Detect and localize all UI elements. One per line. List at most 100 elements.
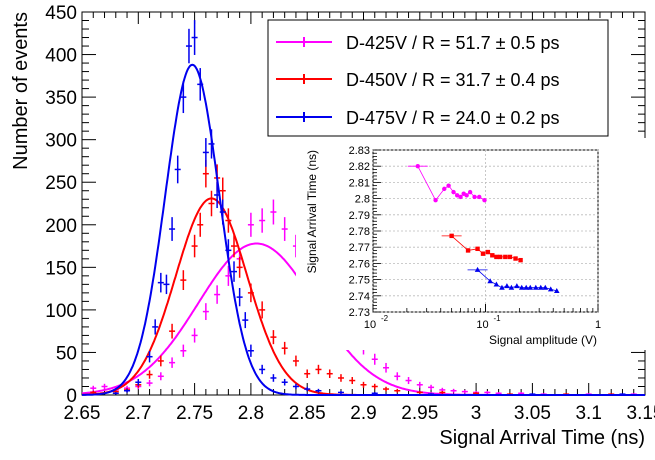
inset-marker-triangle xyxy=(508,284,515,290)
inset-marker-triangle xyxy=(499,284,505,290)
data-point-1 xyxy=(236,256,243,278)
inset-marker-circle xyxy=(451,189,456,195)
y-tick-label: 50 xyxy=(56,343,77,364)
data-point-1 xyxy=(169,323,176,339)
data-point-2 xyxy=(169,217,176,241)
data-point-2 xyxy=(202,138,209,167)
data-point-2 xyxy=(146,350,153,363)
fit-curve-2 xyxy=(82,63,645,396)
data-point-2 xyxy=(281,378,288,386)
data-point-2 xyxy=(259,364,266,375)
inset-marker-square xyxy=(497,254,503,260)
legend-label-450: D-450V / R = 31.7 ± 0.4 ps xyxy=(346,70,560,90)
data-point-2 xyxy=(219,199,226,225)
inset-marker-triangle xyxy=(504,283,510,289)
inset-marker-square xyxy=(485,249,491,255)
y-tick-label: 400 xyxy=(45,46,77,67)
data-point-0 xyxy=(180,344,187,357)
data-point-0 xyxy=(90,385,97,391)
y-tick-label: 200 xyxy=(45,216,77,237)
x-tick-label: 3.1 xyxy=(575,403,601,424)
data-point-0 xyxy=(450,388,457,393)
data-point-1 xyxy=(360,381,367,388)
data-point-2 xyxy=(236,287,243,307)
inset-y-tick-label: 2.81 xyxy=(349,177,370,189)
data-point-2 xyxy=(529,393,536,395)
data-point-1 xyxy=(191,234,198,258)
x-tick-label: 2.8 xyxy=(238,403,264,424)
inset-x-tick-label: 1 xyxy=(595,319,601,331)
data-point-2 xyxy=(292,383,299,390)
data-point-1 xyxy=(281,341,288,355)
data-point-1 xyxy=(337,374,344,382)
data-point-1 xyxy=(292,355,299,367)
inset-marker-square xyxy=(465,248,471,253)
data-point-1 xyxy=(231,234,238,258)
inset-marker-square xyxy=(518,257,523,263)
inset-marker-circle xyxy=(464,193,469,198)
data-point-2 xyxy=(371,392,378,395)
inset-data-layer xyxy=(407,164,560,293)
inset-marker-circle xyxy=(477,194,482,200)
legend-entry-450: D-450V / R = 31.7 ± 0.4 ps xyxy=(276,70,560,90)
inset-y-tick-label: 2.76 xyxy=(349,258,370,270)
data-point-2 xyxy=(197,68,204,101)
x-tick-label: 3 xyxy=(471,403,482,424)
data-point-0 xyxy=(247,212,254,237)
y-tick-label: 0 xyxy=(66,386,77,407)
data-point-2 xyxy=(152,319,159,335)
inset-axis-ticks: 2.73 2.74 2.75 2.76 2.77 2.78 2.79 2.8 2.81 2.82 2… xyxy=(349,145,601,331)
data-point-2 xyxy=(337,390,344,394)
data-point-2 xyxy=(242,312,249,329)
data-point-1 xyxy=(439,390,446,394)
data-point-0 xyxy=(169,357,176,368)
inset-marker-circle xyxy=(415,164,420,169)
inset-background xyxy=(296,138,646,350)
inset-marker-circle xyxy=(454,193,460,198)
x-tick-label: 2.95 xyxy=(401,403,438,424)
inset-marker-triangle xyxy=(542,284,549,290)
inset-marker-triangle xyxy=(487,278,493,284)
y-tick-label: 350 xyxy=(45,88,77,109)
data-point-2 xyxy=(247,344,254,357)
x-tick-label: 2.65 xyxy=(64,403,101,424)
data-point-0 xyxy=(428,384,435,390)
inset-y-tick-label: 2.79 xyxy=(349,210,370,222)
data-point-2 xyxy=(191,20,198,55)
data-point-1 xyxy=(394,388,401,393)
data-point-0 xyxy=(484,390,491,394)
inset-y-tick-label: 2.75 xyxy=(349,275,370,287)
data-point-1 xyxy=(208,190,215,217)
inset-marker-triangle xyxy=(553,287,560,293)
data-point-0 xyxy=(405,377,412,385)
data-point-0 xyxy=(191,328,198,343)
inset-marker-square xyxy=(507,254,513,260)
data-point-1 xyxy=(219,177,226,204)
inset-y-tick-label: 2.73 xyxy=(349,307,370,319)
data-point-0 xyxy=(157,372,164,381)
data-point-1 xyxy=(247,283,254,303)
inset-y-tick-label: 2.78 xyxy=(349,226,370,238)
inset-x-tick-label-base: 10 xyxy=(476,319,488,331)
data-point-0 xyxy=(383,362,390,373)
data-point-2 xyxy=(225,239,232,262)
data-point-2 xyxy=(112,392,119,395)
data-point-1 xyxy=(371,383,378,390)
data-point-2 xyxy=(304,386,311,392)
inset-marker-square xyxy=(480,251,486,256)
legend-label-425: D-425V / R = 51.7 ± 0.5 ps xyxy=(346,33,560,53)
inset-y-tick-label: 2.8 xyxy=(355,194,370,206)
legend-entry-475: D-475V / R = 24.0 ± 0.2 ps xyxy=(276,108,560,128)
data-point-1 xyxy=(90,390,97,394)
inset-marker-square xyxy=(494,254,499,260)
inset-x-tick-label-exponent: -2 xyxy=(381,314,389,323)
inset-marker-triangle xyxy=(547,286,554,292)
y-tick-label: 100 xyxy=(45,301,77,322)
data-point-1 xyxy=(270,330,277,345)
x-axis-title: Signal Arrival Time (ns) xyxy=(439,427,645,449)
data-point-1 xyxy=(304,369,311,378)
data-point-2 xyxy=(180,81,187,114)
data-point-2 xyxy=(157,272,164,293)
